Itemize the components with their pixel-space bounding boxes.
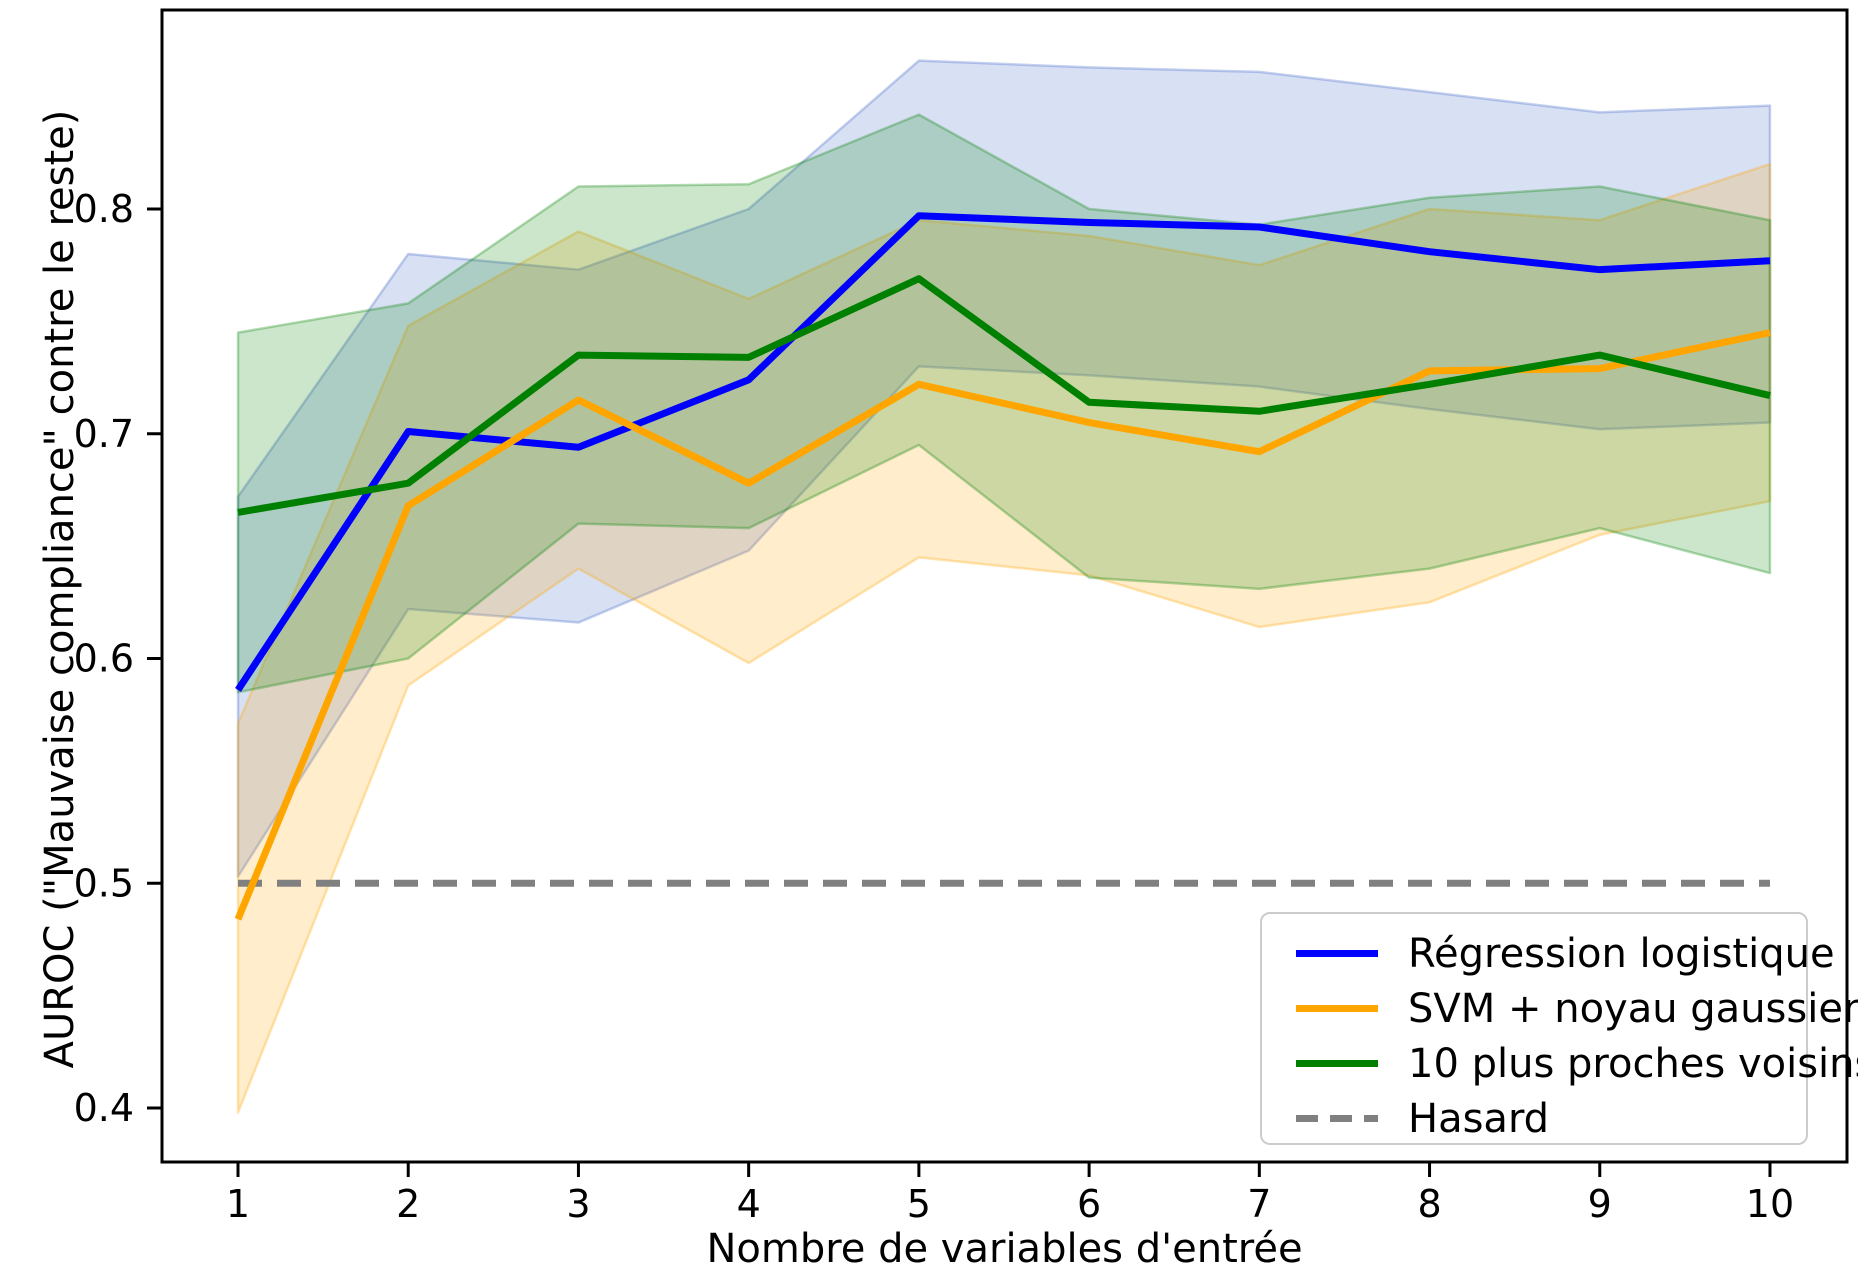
x-tick-label: 3 [566, 1182, 590, 1226]
x-tick-label: 9 [1588, 1182, 1612, 1226]
legend-line-sample [1296, 1115, 1378, 1122]
legend-label: SVM + noyau gaussien [1408, 985, 1858, 1032]
legend-item-r-gression-logistique: Régression logistique [1296, 926, 1835, 981]
y-tick-label: 0.8 [74, 187, 134, 231]
y-tick-label: 0.4 [74, 1086, 134, 1130]
legend-label: 10 plus proches voisins [1408, 1040, 1858, 1087]
x-tick-label: 6 [1077, 1182, 1101, 1226]
x-tick-label: 7 [1247, 1182, 1271, 1226]
legend-label: Hasard [1408, 1095, 1550, 1142]
legend-item-svm-noyau-gaussien: SVM + noyau gaussien [1296, 981, 1858, 1036]
x-tick-label: 5 [907, 1182, 931, 1226]
y-axis-label: AUROC ("Mauvaise compliance" contre le r… [37, 109, 83, 1069]
legend-item-hasard: Hasard [1296, 1091, 1806, 1146]
x-tick-label: 8 [1417, 1182, 1441, 1226]
y-tick-label: 0.5 [74, 861, 134, 905]
legend-line-sample [1296, 950, 1378, 957]
x-tick-label: 1 [226, 1182, 250, 1226]
line-r-gression-logistique [235, 212, 1771, 692]
legend-line-sample [1296, 1060, 1378, 1067]
legend-label: Régression logistique [1408, 930, 1835, 977]
x-tick-label: 10 [1746, 1182, 1794, 1226]
band-svm-noyau-gaussien [236, 162, 1772, 1114]
y-tick-label: 0.7 [74, 412, 134, 456]
legend: Régression logistique SVM + noyau gaussie… [1260, 912, 1858, 1146]
x-tick-label: 4 [737, 1182, 761, 1226]
x-tick-label: 2 [396, 1182, 420, 1226]
legend-item-10-plus-proches-voisins: 10 plus proches voisins [1296, 1036, 1858, 1091]
band-r-gression-logistique [236, 59, 1772, 878]
y-tick-label: 0.6 [74, 637, 134, 681]
line-10-plus-proches-voisins [237, 275, 1771, 516]
x-axis-label: Nombre de variables d'entrée [706, 1226, 1303, 1272]
plot-frame [160, 8, 1849, 1164]
legend-line-sample [1296, 1005, 1378, 1012]
